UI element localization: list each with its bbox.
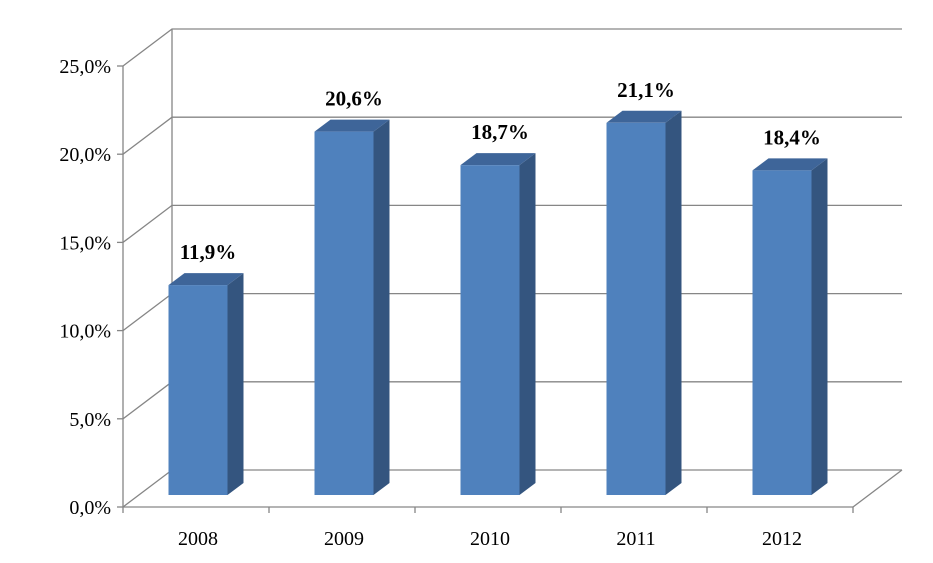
y-tick-label: 25,0%: [59, 56, 111, 78]
bar: [314, 119, 390, 495]
bar-front: [606, 122, 666, 496]
bar: [606, 110, 682, 496]
y-tick-label: 5,0%: [69, 409, 111, 431]
data-labels: 11,9% 20,6% 18,7% 21,1% 18,4%: [180, 78, 821, 264]
bar-side: [665, 110, 682, 496]
x-tick-label: 2008: [178, 528, 218, 550]
data-label: 20,6%: [325, 87, 383, 111]
bars: [168, 110, 828, 496]
data-label: 18,4%: [763, 125, 821, 149]
bar-side: [519, 153, 536, 495]
bar: [460, 153, 536, 495]
bar-top: [168, 273, 244, 286]
bar-front: [314, 131, 374, 495]
bar-front: [168, 285, 228, 495]
bar-side: [227, 273, 244, 495]
floor-edge: [852, 469, 903, 508]
x-tick-label: 2010: [470, 528, 510, 550]
data-label: 21,1%: [617, 78, 675, 102]
bar-front: [752, 170, 812, 495]
data-label: 18,7%: [471, 120, 529, 144]
y-tick-label: 15,0%: [59, 232, 111, 254]
y-tick-label: 0,0%: [69, 497, 111, 519]
x-tick-label: 2009: [324, 528, 364, 550]
y-tick-label: 10,0%: [59, 321, 111, 343]
bar: [168, 273, 244, 495]
data-label: 11,9%: [180, 240, 237, 264]
bar-side: [811, 158, 828, 495]
bar: [752, 158, 828, 495]
y-tick-labels: 0,0% 5,0% 10,0% 15,0% 20,0% 25,0%: [59, 56, 111, 519]
bar-side: [373, 119, 390, 495]
bar-top: [752, 158, 828, 171]
bar-top: [460, 153, 536, 166]
x-tick-label: 2012: [762, 528, 802, 550]
bar-front: [460, 165, 520, 495]
bar-top: [314, 119, 390, 132]
gridline: [122, 28, 902, 67]
bar-top: [606, 110, 682, 123]
axes: [117, 29, 903, 513]
y-tick-label: 20,0%: [59, 144, 111, 166]
x-tick-label: 2011: [616, 528, 655, 550]
x-tick-labels: 2008 2009 2010 2011 2012: [178, 528, 802, 550]
